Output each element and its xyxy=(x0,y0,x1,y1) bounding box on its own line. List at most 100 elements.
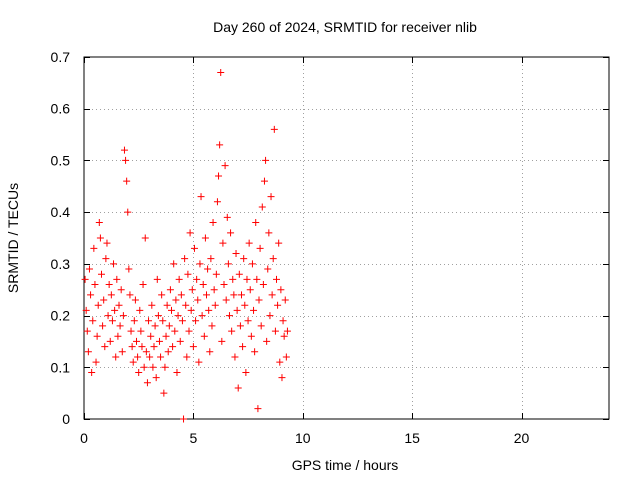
data-point xyxy=(152,374,160,382)
data-point xyxy=(240,255,248,263)
data-point xyxy=(117,286,125,294)
data-point xyxy=(145,317,153,325)
data-point xyxy=(163,301,171,309)
data-point xyxy=(87,291,95,299)
data-point xyxy=(221,162,229,170)
data-point xyxy=(110,260,118,268)
data-point xyxy=(154,312,162,320)
data-point xyxy=(216,141,224,149)
data-point xyxy=(82,306,90,314)
data-point xyxy=(173,368,181,376)
y-tick-label: 0.2 xyxy=(51,308,71,324)
data-point xyxy=(176,337,184,345)
data-point xyxy=(177,291,185,299)
data-point xyxy=(114,332,122,340)
y-tick-label: 0.5 xyxy=(51,152,71,168)
data-point xyxy=(267,193,275,201)
data-point xyxy=(147,332,155,340)
data-point xyxy=(105,281,113,289)
data-point xyxy=(155,337,163,345)
data-point xyxy=(180,415,188,423)
data-point xyxy=(112,353,120,361)
data-point xyxy=(183,353,191,361)
data-point xyxy=(274,301,282,309)
data-point xyxy=(131,296,139,304)
data-point xyxy=(198,312,206,320)
data-point xyxy=(270,125,278,133)
data-point xyxy=(184,270,192,278)
data-point xyxy=(160,389,168,397)
data-point xyxy=(220,281,228,289)
data-point xyxy=(194,296,202,304)
data-point xyxy=(84,348,92,356)
data-point xyxy=(230,291,238,299)
data-point xyxy=(252,218,260,226)
data-point xyxy=(128,343,136,351)
data-point xyxy=(257,322,265,330)
data-point xyxy=(161,363,169,371)
data-point xyxy=(186,229,194,237)
data-point xyxy=(234,384,242,392)
data-point xyxy=(130,317,138,325)
data-point xyxy=(129,358,137,366)
data-point xyxy=(215,172,223,180)
data-point xyxy=(229,275,237,283)
data-point xyxy=(247,332,255,340)
data-point xyxy=(227,229,235,237)
data-point xyxy=(149,363,157,371)
data-point xyxy=(236,322,244,330)
data-point xyxy=(254,405,262,413)
x-tick-label: 0 xyxy=(80,430,88,446)
data-point xyxy=(268,291,276,299)
data-point xyxy=(211,301,219,309)
data-point xyxy=(164,348,172,356)
data-point xyxy=(133,337,140,345)
data-point xyxy=(243,275,251,283)
data-point xyxy=(283,327,291,335)
data-point xyxy=(182,301,190,309)
data-point xyxy=(203,291,210,299)
data-point xyxy=(98,270,105,278)
data-point xyxy=(260,177,268,185)
data-point xyxy=(219,239,227,247)
data-point xyxy=(158,291,166,299)
data-point xyxy=(258,203,266,211)
data-point xyxy=(122,156,130,164)
data-point xyxy=(190,244,198,252)
data-point xyxy=(170,260,178,268)
data-point xyxy=(269,255,277,263)
data-point xyxy=(242,368,250,376)
x-tick-label: 5 xyxy=(189,430,197,446)
data-point xyxy=(266,312,274,320)
data-point xyxy=(140,363,148,371)
data-point xyxy=(277,286,285,294)
data-point xyxy=(166,286,174,294)
data-point xyxy=(153,275,161,283)
chart-title: Day 260 of 2024, SRMTID for receiver nli… xyxy=(213,19,477,35)
data-point xyxy=(159,317,167,325)
data-point xyxy=(126,291,134,299)
data-point xyxy=(124,208,132,216)
data-point xyxy=(239,343,247,351)
data-point xyxy=(100,296,108,304)
data-point xyxy=(90,244,98,252)
data-point xyxy=(185,327,193,335)
data-point xyxy=(172,296,180,304)
data-point xyxy=(123,177,131,185)
data-point xyxy=(106,337,114,345)
data-point xyxy=(222,296,230,304)
data-point xyxy=(136,306,144,314)
data-point xyxy=(101,343,109,351)
data-point xyxy=(264,265,272,273)
data-point xyxy=(251,348,259,356)
axis-ticks: 0 5 10 15 20 0 0.1 0.2 0.3 0.4 0.5 0.6 0.7 xyxy=(51,49,609,446)
data-point xyxy=(151,322,159,330)
data-point xyxy=(262,156,270,164)
data-point xyxy=(107,291,115,299)
data-point xyxy=(263,337,271,345)
data-point xyxy=(204,265,212,273)
data-point xyxy=(231,353,239,361)
data-point xyxy=(206,348,214,356)
